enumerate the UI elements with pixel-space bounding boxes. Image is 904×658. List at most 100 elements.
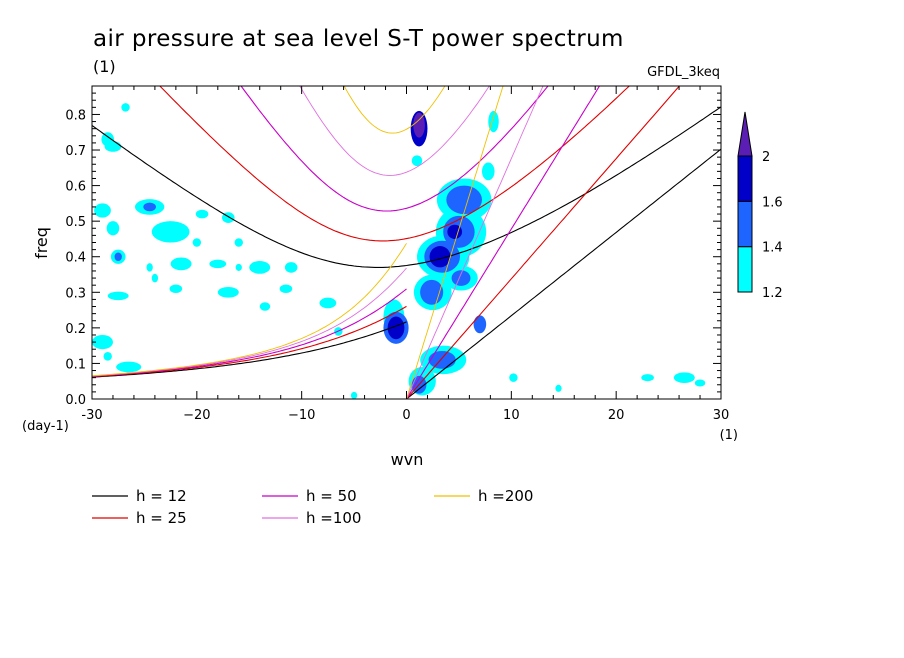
x-axis: -30 −20 −10 0 10 20 30 [81, 86, 729, 423]
contour-blob-55 [143, 202, 156, 212]
contour-blob-25 [209, 259, 227, 269]
contour-blob-23 [146, 263, 153, 272]
colorbar-segment-0 [737, 246, 753, 293]
contour-blob-15 [106, 221, 120, 236]
colorbar-label-3: 2 [762, 150, 770, 165]
y-tick-label-5: 0.5 [65, 215, 86, 230]
contour-blob-24 [170, 257, 192, 271]
x-unit-label: (1) [720, 428, 738, 443]
contour-blob-61 [413, 112, 425, 138]
dispersion-curves [92, 86, 721, 399]
colorbar-label-0: 1.2 [762, 286, 783, 301]
curve-eig-h25 [159, 86, 631, 242]
contour-blob-54 [473, 315, 487, 334]
curve-eig-h50 [240, 86, 549, 212]
contour-blob-59 [429, 246, 451, 268]
x-tick-label-0: -30 [81, 408, 102, 423]
contour-blob-37 [103, 352, 112, 361]
contour-blob-31 [217, 286, 239, 298]
contour-blob-21 [192, 238, 202, 247]
curve-eig-h100 [299, 86, 490, 176]
legend-label-2: h = 50 [306, 487, 357, 505]
contour-blob-42 [673, 372, 695, 383]
colorbar-segment-2 [737, 155, 753, 202]
units-label: (1) [93, 57, 116, 76]
y-tick-label-0: 0.0 [65, 393, 86, 408]
colorbar: 1.2 1.4 1.6 2 [737, 111, 783, 301]
contour-blob-39 [235, 263, 242, 271]
contour-blob-29 [169, 284, 183, 294]
contour-blob-12 [104, 141, 122, 152]
curve-kelvin-h200 [406, 86, 504, 399]
contour-blob-22 [234, 238, 243, 247]
y-unit-label: (day-1) [22, 419, 69, 434]
curve-kelvin-h12 [406, 148, 721, 399]
contour-blob-35 [92, 334, 113, 350]
contour-blob-14 [94, 203, 111, 218]
contour-blob-44 [509, 373, 518, 382]
contour-blob-33 [319, 297, 337, 309]
x-tick-label-1: −20 [183, 408, 210, 423]
colorbar-label-2: 1.6 [762, 195, 783, 210]
y-tick-label-7: 0.7 [65, 144, 86, 159]
curve-eig-h12 [92, 106, 721, 268]
curve-mrg-h50 [92, 288, 407, 377]
curve-kelvin-h100 [406, 86, 544, 399]
contour-blob-45 [555, 384, 562, 392]
legend: h = 12 h = 25 h = 50 h =100 h =200 [92, 487, 533, 527]
colorbar-top-triangle [737, 111, 753, 157]
spectrum-contours [92, 103, 706, 399]
contour-blob-26 [249, 260, 271, 274]
x-tick-label-6: 30 [713, 408, 730, 423]
curve-mrg-h25 [92, 305, 407, 378]
legend-label-3: h =100 [306, 509, 361, 527]
plot-frame [91, 85, 722, 400]
contour-blob-28 [151, 273, 159, 283]
contour-blob-13 [121, 103, 130, 112]
x-tick-label-4: 10 [503, 408, 520, 423]
curve-kelvin-h25 [406, 86, 681, 399]
contour-blob-30 [107, 291, 129, 301]
contour-blob-58 [447, 224, 463, 239]
y-tick-label-3: 0.3 [65, 286, 86, 301]
curve-kelvin-h50 [406, 86, 601, 399]
x-axis-label: wvn [391, 450, 424, 469]
colorbar-label-1: 1.4 [762, 241, 783, 256]
y-tick-label-8: 0.8 [65, 108, 86, 123]
dataset-label: GFDL_3keq [647, 65, 720, 80]
chart-title: air pressure at sea level S-T power spec… [93, 26, 624, 52]
legend-label-1: h = 25 [136, 509, 187, 527]
contour-blob-10 [411, 155, 423, 167]
contour-blob-41 [641, 374, 654, 382]
y-tick-label-4: 0.4 [65, 251, 86, 266]
x-tick-label-2: −10 [288, 408, 315, 423]
contour-blob-36 [116, 361, 142, 373]
y-tick-label-6: 0.6 [65, 180, 86, 195]
contour-blob-50 [451, 270, 471, 286]
curve-mrg-h200 [92, 243, 407, 377]
legend-label-4: h =200 [478, 487, 533, 505]
contour-blob-20 [195, 209, 209, 219]
contour-blob-60 [387, 316, 405, 340]
y-axis-label: freq [32, 227, 51, 259]
contour-blob-34 [259, 302, 271, 311]
contour-blob-43 [694, 379, 706, 387]
contour-blob-32 [279, 284, 293, 294]
curve-eig-h200 [343, 86, 446, 134]
colorbar-segment-1 [737, 200, 753, 248]
y-axis: 0.0 0.1 0.2 0.3 0.4 0.5 0.6 0.7 0.8 [65, 92, 721, 408]
contour-blob-27 [284, 262, 298, 273]
x-tick-label-5: 20 [608, 408, 625, 423]
legend-label-0: h = 12 [136, 487, 187, 505]
curve-mrg-h12 [92, 321, 407, 378]
contour-blob-17 [151, 221, 190, 243]
contour-blob-8 [481, 162, 495, 181]
y-tick-label-1: 0.1 [65, 357, 86, 372]
contour-blob-40 [350, 391, 358, 399]
contour-blob-52 [428, 350, 456, 369]
contour-blob-46 [446, 185, 482, 215]
contour-blob-56 [114, 252, 122, 261]
y-tick-label-2: 0.2 [65, 322, 86, 337]
x-tick-label-3: 0 [402, 408, 410, 423]
